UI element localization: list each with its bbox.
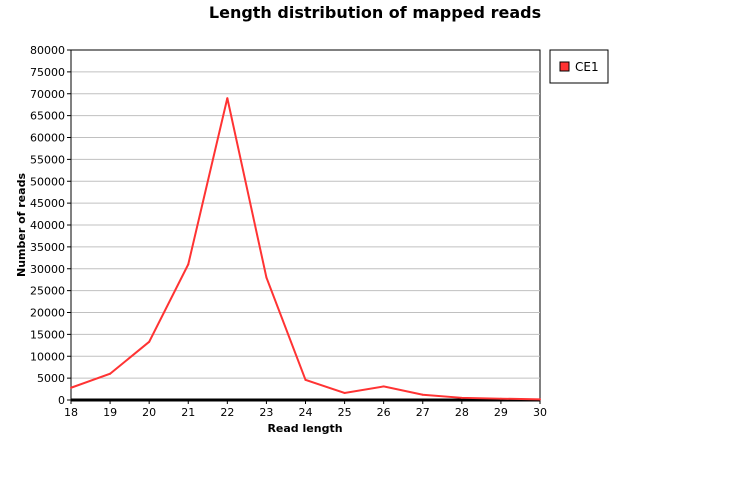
x-tick-label: 23 (259, 406, 273, 419)
y-tick-label: 50000 (30, 175, 65, 188)
y-tick-label: 45000 (30, 197, 65, 210)
x-axis-label: Read length (267, 422, 342, 435)
y-tick-label: 15000 (30, 328, 65, 341)
x-tick-label: 27 (416, 406, 430, 419)
legend-swatch (559, 61, 570, 72)
data-point (226, 97, 229, 100)
data-point (539, 398, 541, 401)
x-tick-label: 19 (103, 406, 117, 419)
y-tick-label: 5000 (37, 372, 65, 385)
y-tick-label: 70000 (30, 88, 65, 101)
legend-label: CE1 (575, 60, 599, 74)
data-point (460, 396, 463, 399)
x-tick-label: 21 (181, 406, 195, 419)
x-tick-label: 18 (64, 406, 78, 419)
y-tick-label: 10000 (30, 350, 65, 363)
y-axis-ticks: 0 5000 10000 15000 20000 25000 30000 35000 40000… (30, 44, 71, 407)
x-tick-label: 22 (220, 406, 234, 419)
y-tick-label: 20000 (30, 307, 65, 320)
y-tick-label: 75000 (30, 66, 65, 79)
y-tick-label: 25000 (30, 285, 65, 298)
grid-lines (71, 71, 540, 379)
x-tick-label: 29 (494, 406, 508, 419)
x-tick-label: 28 (455, 406, 469, 419)
x-tick-label: 30 (533, 406, 547, 419)
data-point (70, 386, 72, 389)
data-point (148, 340, 151, 343)
y-tick-label: 80000 (30, 44, 65, 57)
x-tick-label: 20 (142, 406, 156, 419)
x-tick-label: 26 (377, 406, 391, 419)
y-tick-label: 30000 (30, 263, 65, 276)
data-point (382, 385, 385, 388)
data-point (304, 378, 307, 381)
data-point (343, 392, 346, 394)
data-point (421, 393, 424, 396)
y-tick-label: 35000 (30, 241, 65, 254)
y-tick-label: 65000 (30, 110, 65, 123)
y-axis-label: Number of reads (15, 173, 28, 277)
data-point (187, 263, 190, 266)
data-point (265, 276, 268, 279)
data-point (109, 372, 112, 375)
x-tick-label: 24 (299, 406, 313, 419)
data-point (499, 397, 502, 400)
x-axis-ticks: 18 19 20 21 22 23 24 25 26 27 28 29 30 (64, 400, 547, 419)
x-tick-label: 25 (338, 406, 352, 419)
y-tick-label: 55000 (30, 153, 65, 166)
legend: CE1 (549, 49, 609, 84)
chart-title: Length distribution of mapped reads (209, 3, 541, 22)
series-layer (70, 97, 541, 401)
y-tick-label: 0 (58, 394, 65, 407)
y-tick-label: 60000 (30, 132, 65, 145)
y-tick-label: 40000 (30, 219, 65, 232)
